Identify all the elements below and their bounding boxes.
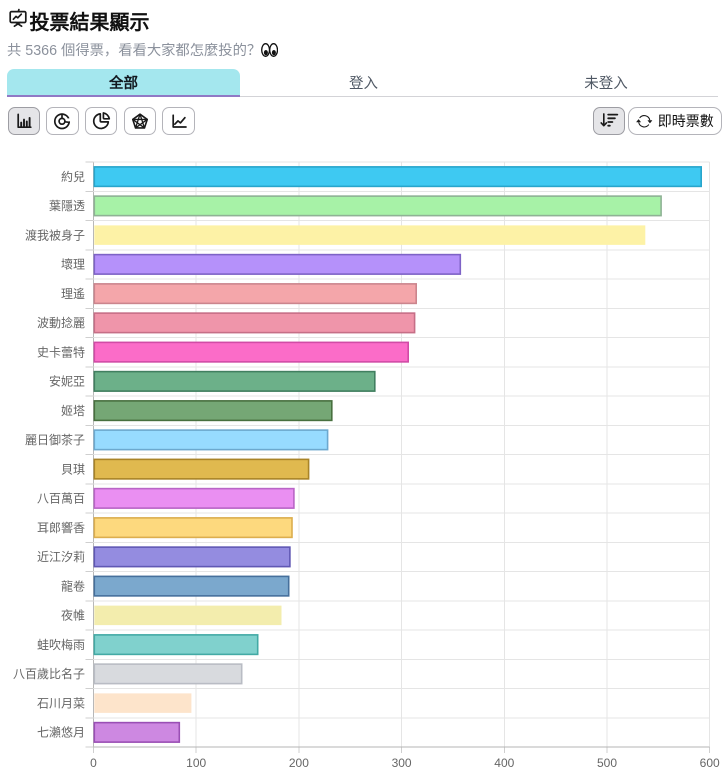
svg-text:約兒: 約兒 [61,169,85,184]
svg-text:渡我被身子: 渡我被身子 [25,227,85,242]
svg-text:200: 200 [289,756,309,770]
svg-text:貝琪: 貝琪 [61,462,85,476]
svg-text:八百歲比名子: 八百歲比名子 [13,666,85,681]
svg-text:夜帷: 夜帷 [61,608,85,623]
svg-text:耳郎響香: 耳郎響香 [37,520,85,535]
svg-text:理遙: 理遙 [61,287,85,301]
svg-text:蛙吹梅雨: 蛙吹梅雨 [37,637,85,652]
svg-text:400: 400 [494,756,514,770]
svg-text:史卡蕾特: 史卡蕾特 [37,344,85,359]
svg-text:500: 500 [597,756,617,770]
svg-text:安妮亞: 安妮亞 [49,374,85,389]
svg-text:壞理: 壞理 [61,258,85,272]
svg-text:八百萬百: 八百萬百 [37,492,85,506]
svg-text:300: 300 [392,756,412,770]
svg-text:葉隱透: 葉隱透 [49,199,85,213]
svg-text:波動捻麗: 波動捻麗 [37,316,85,330]
svg-text:麗日御茶子: 麗日御茶子 [25,432,85,447]
svg-text:0: 0 [90,756,97,770]
svg-text:近江汐莉: 近江汐莉 [37,549,85,564]
svg-text:七瀨悠月: 七瀨悠月 [37,725,85,740]
svg-text:600: 600 [700,756,720,770]
svg-text:龍卷: 龍卷 [61,578,85,593]
svg-text:100: 100 [186,756,206,770]
svg-text:姬塔: 姬塔 [61,404,85,418]
svg-text:石川月菜: 石川月菜 [37,696,85,710]
